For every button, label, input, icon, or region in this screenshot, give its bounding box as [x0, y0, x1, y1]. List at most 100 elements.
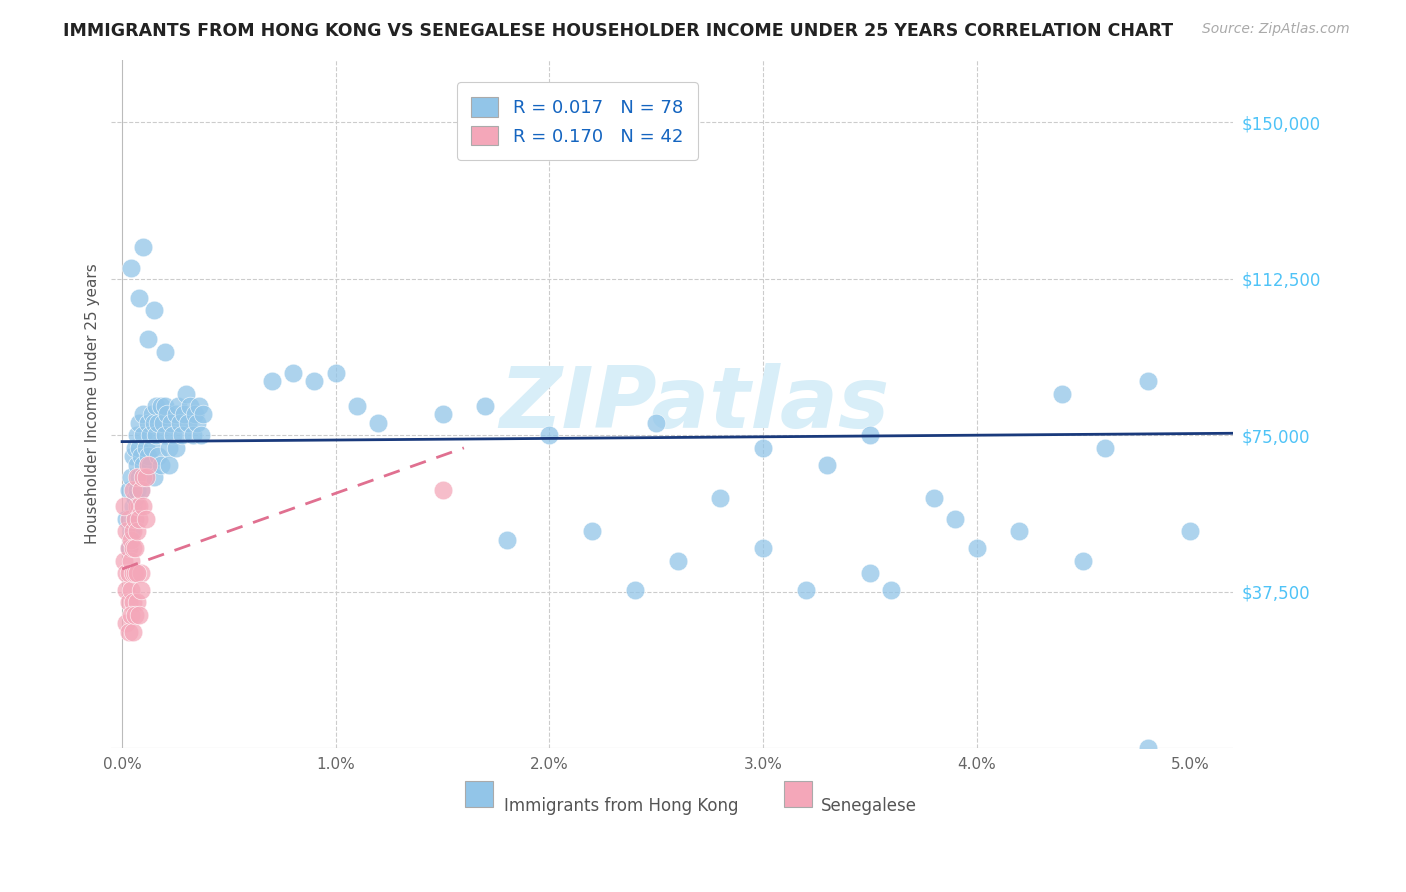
Point [183, 408, 205, 422]
Point [346, 399, 368, 413]
Point [152, 416, 174, 430]
Point [922, 491, 945, 505]
Point [1008, 524, 1031, 539]
Point [160, 416, 183, 430]
Point [136, 458, 159, 472]
Point [794, 582, 817, 597]
Point [120, 470, 142, 484]
Point [124, 541, 146, 555]
Point [624, 582, 647, 597]
Point [165, 441, 187, 455]
Point [148, 416, 170, 430]
Point [124, 607, 146, 622]
Point [131, 449, 153, 463]
Point [132, 458, 155, 472]
Text: IMMIGRANTS FROM HONG KONG VS SENEGALESE HOUSEHOLDER INCOME UNDER 25 YEARS CORREL: IMMIGRANTS FROM HONG KONG VS SENEGALESE … [63, 22, 1174, 40]
Point [117, 483, 139, 497]
Point [1094, 441, 1116, 455]
Point [1073, 553, 1095, 567]
Point [1136, 374, 1159, 388]
Y-axis label: Householder Income Under 25 years: Householder Income Under 25 years [86, 264, 100, 544]
Point [121, 524, 143, 539]
Point [281, 366, 304, 380]
Point [145, 428, 167, 442]
Point [139, 428, 162, 442]
Point [120, 553, 142, 567]
Point [121, 595, 143, 609]
Text: Immigrants from Hong Kong: Immigrants from Hong Kong [503, 797, 738, 814]
Point [153, 428, 176, 442]
Point [141, 441, 163, 455]
Point [121, 541, 143, 555]
Point [474, 399, 496, 413]
Point [117, 512, 139, 526]
Point [186, 416, 208, 430]
Point [125, 428, 148, 442]
Point [125, 483, 148, 497]
Point [1136, 741, 1159, 756]
Point [136, 449, 159, 463]
Point [880, 582, 903, 597]
Point [169, 416, 191, 430]
Point [120, 261, 142, 276]
Point [131, 483, 153, 497]
Point [115, 512, 138, 526]
Point [115, 582, 138, 597]
Point [131, 566, 153, 581]
Point [128, 441, 150, 455]
Point [117, 541, 139, 555]
Point [132, 408, 155, 422]
Point [121, 449, 143, 463]
FancyBboxPatch shape [785, 780, 813, 807]
Point [173, 408, 195, 422]
Point [188, 399, 211, 413]
Point [115, 524, 138, 539]
Text: Senegalese: Senegalese [821, 797, 917, 814]
Text: Source: ZipAtlas.com: Source: ZipAtlas.com [1202, 22, 1350, 37]
Point [538, 428, 561, 442]
Point [121, 566, 143, 581]
Point [112, 553, 135, 567]
Point [131, 483, 153, 497]
Point [120, 524, 142, 539]
Point [128, 470, 150, 484]
Point [124, 566, 146, 581]
Point [125, 595, 148, 609]
Point [170, 428, 193, 442]
Point [125, 470, 148, 484]
Point [121, 483, 143, 497]
Point [135, 512, 157, 526]
Point [153, 399, 176, 413]
Point [145, 399, 167, 413]
Point [943, 512, 966, 526]
Point [162, 428, 184, 442]
Point [132, 500, 155, 514]
Point [135, 441, 157, 455]
Point [149, 399, 172, 413]
Point [148, 449, 170, 463]
Point [709, 491, 731, 505]
Point [121, 624, 143, 639]
Point [966, 541, 988, 555]
Point [139, 458, 162, 472]
Point [117, 541, 139, 555]
Point [260, 374, 283, 388]
Point [165, 408, 187, 422]
Point [752, 441, 775, 455]
Point [495, 533, 517, 547]
Point [120, 607, 142, 622]
Point [859, 428, 882, 442]
Point [124, 441, 146, 455]
Point [117, 595, 139, 609]
Point [112, 500, 135, 514]
Point [125, 500, 148, 514]
Point [125, 566, 148, 581]
Point [304, 374, 326, 388]
Point [117, 624, 139, 639]
Point [157, 458, 180, 472]
Point [143, 303, 166, 318]
FancyBboxPatch shape [465, 780, 492, 807]
Point [121, 500, 143, 514]
Point [166, 399, 188, 413]
Point [153, 344, 176, 359]
